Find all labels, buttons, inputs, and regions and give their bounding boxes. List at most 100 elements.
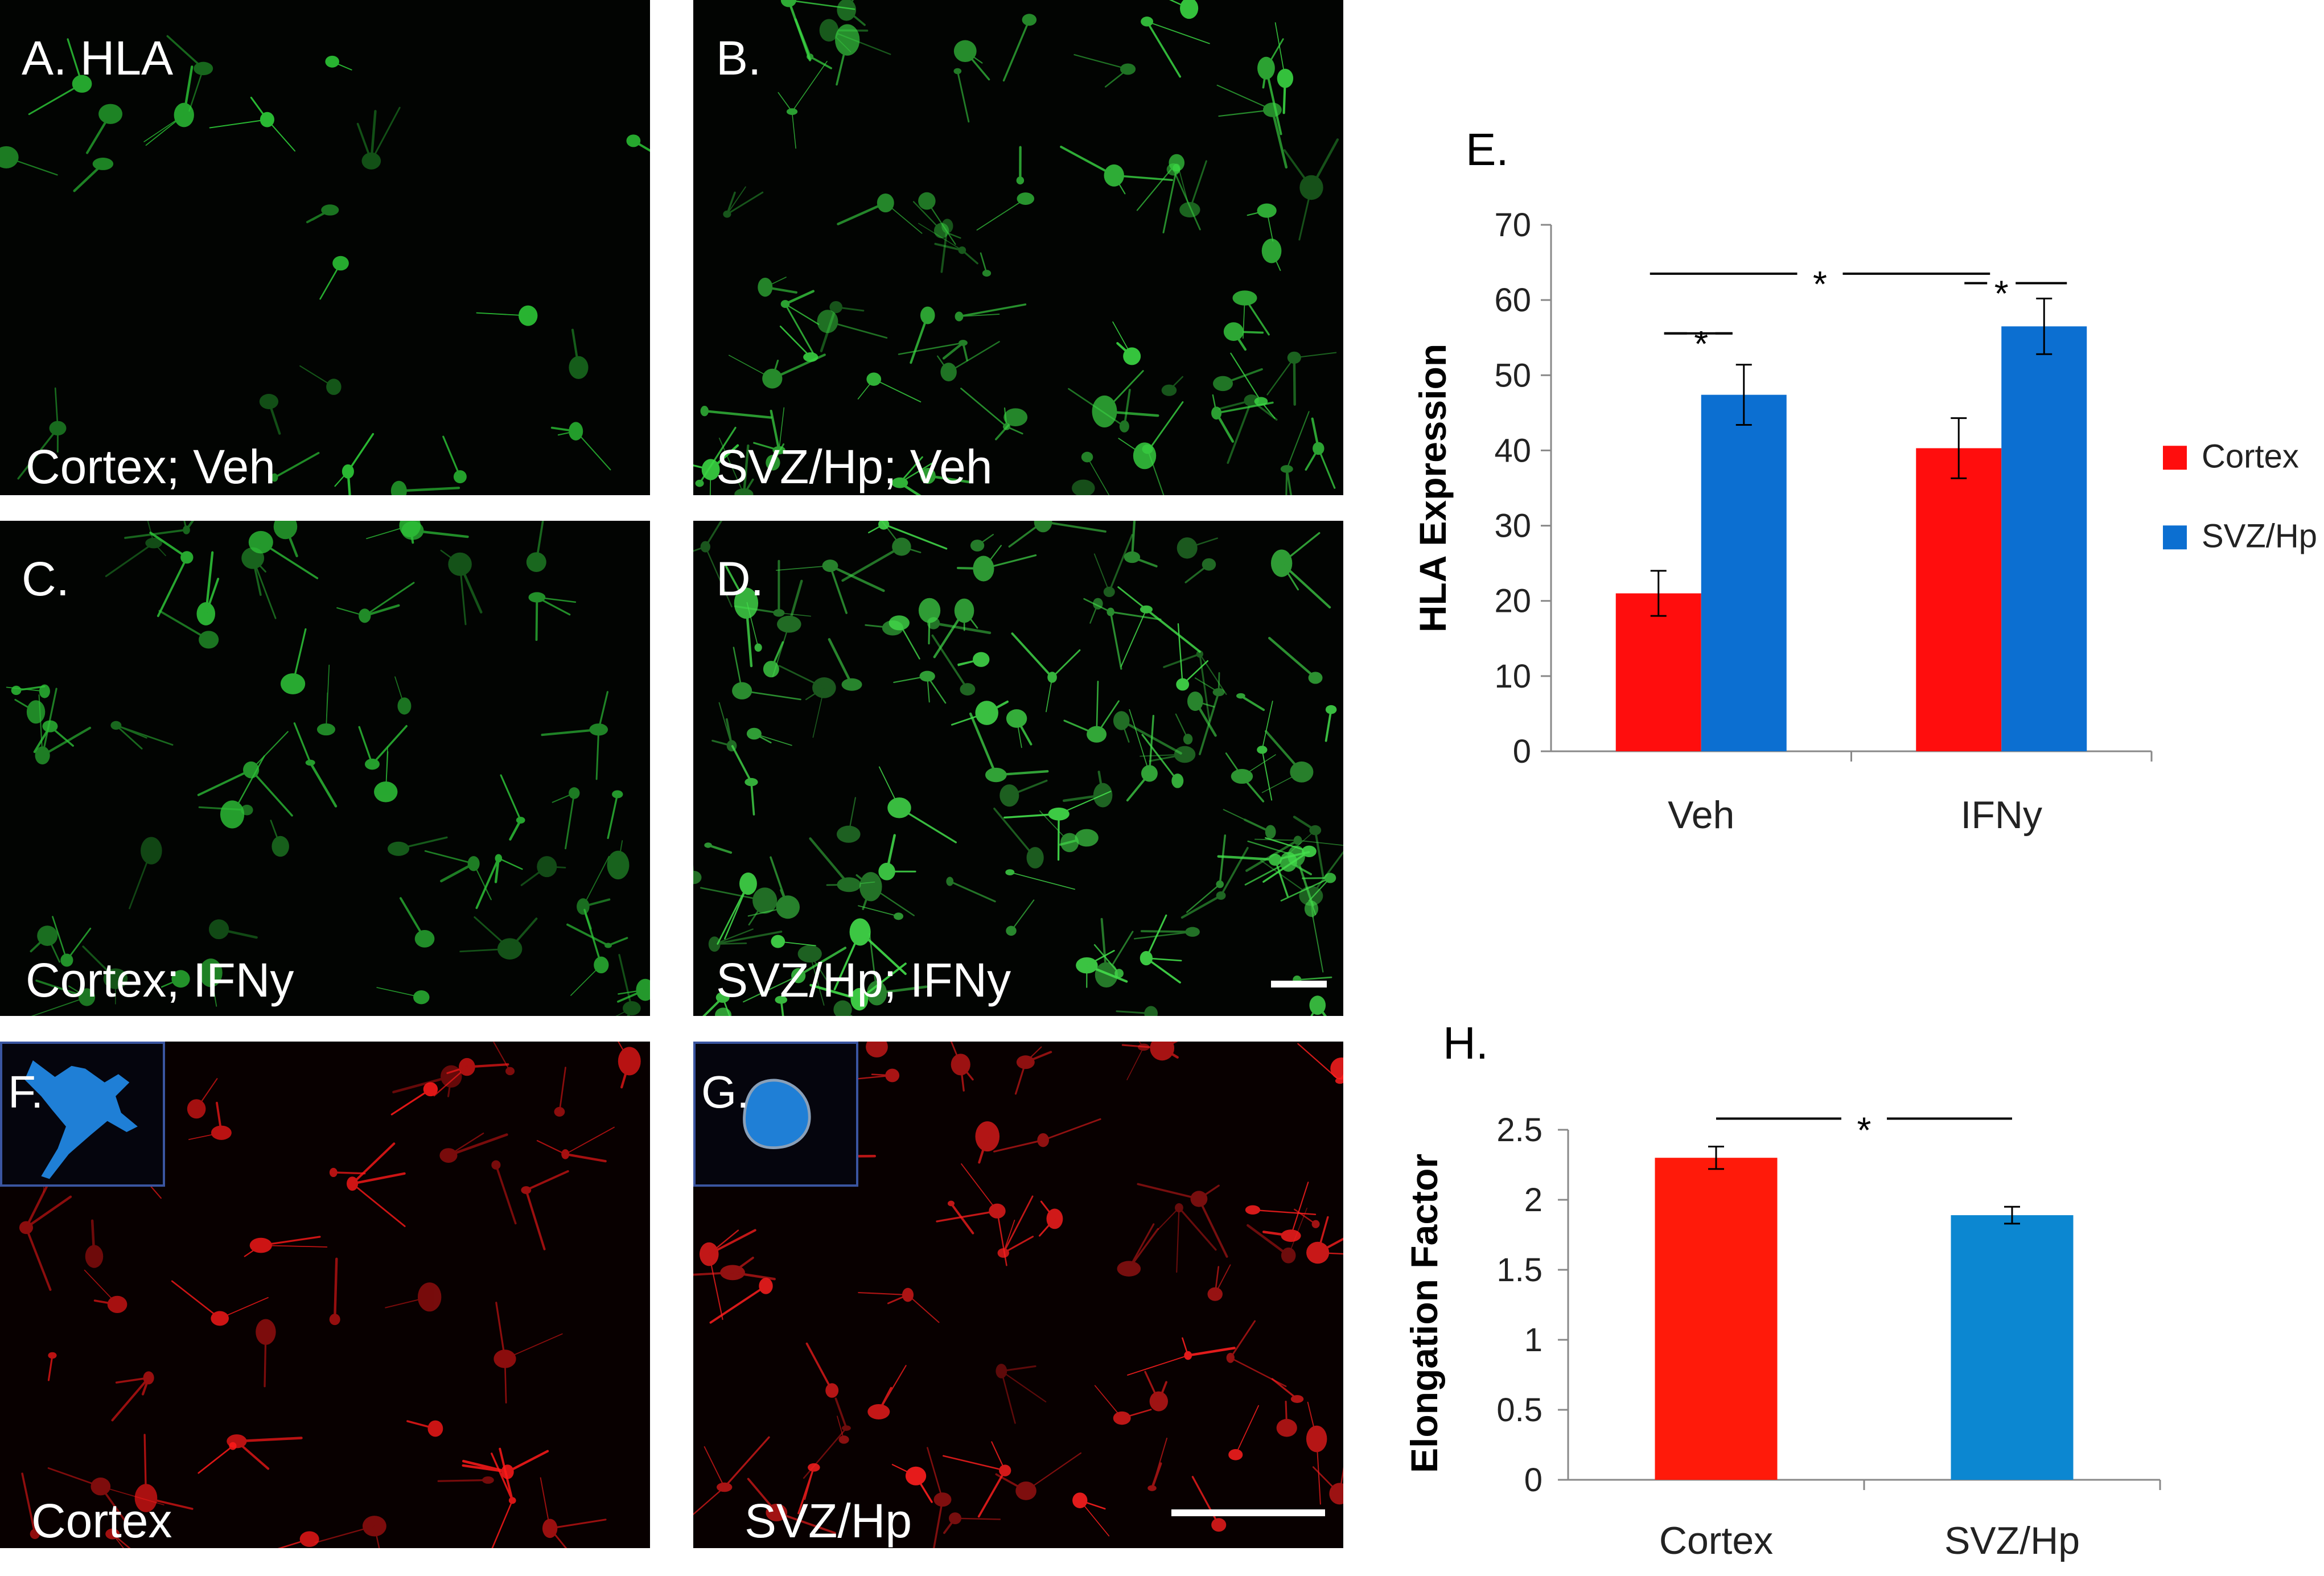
cell-process xyxy=(797,947,847,977)
cell-process xyxy=(1014,1061,1027,1095)
cell-body xyxy=(866,1042,888,1057)
cell-process xyxy=(1001,1370,1047,1402)
cell xyxy=(31,980,96,1016)
cell-process xyxy=(708,1253,723,1320)
cell-process xyxy=(1187,1347,1236,1357)
cell-process xyxy=(571,328,580,369)
cell-process xyxy=(446,1066,468,1075)
cell xyxy=(797,945,829,1006)
cell xyxy=(199,958,223,1007)
cell-process xyxy=(1229,1320,1256,1359)
cell-process xyxy=(1280,877,1331,902)
cell-process xyxy=(336,607,365,616)
cell xyxy=(1280,411,1310,495)
cell-process xyxy=(474,916,511,950)
cell-process xyxy=(209,119,268,129)
cell-process xyxy=(618,954,633,1010)
cell xyxy=(711,702,737,752)
cell-process xyxy=(1144,1371,1160,1402)
cell-process xyxy=(734,605,780,614)
cell-process xyxy=(1112,321,1133,357)
cell-process xyxy=(722,997,731,1016)
cell-process xyxy=(1312,1466,1340,1495)
cell-process xyxy=(397,836,448,850)
cell-process xyxy=(366,525,411,540)
cell xyxy=(521,1170,569,1250)
cell-body xyxy=(491,1160,501,1170)
cell xyxy=(1261,238,1282,271)
cell-process xyxy=(351,1183,406,1227)
cell-process xyxy=(52,916,68,961)
cell-process xyxy=(1307,1401,1318,1440)
cell-process xyxy=(459,563,467,626)
cell xyxy=(280,628,307,694)
cell-process xyxy=(858,1291,909,1296)
cell-process xyxy=(115,724,143,750)
chart-e-legend-swatch xyxy=(2163,525,2187,550)
cell xyxy=(1228,1405,1259,1460)
cell-process xyxy=(1008,779,1048,797)
cell-process xyxy=(141,1376,150,1396)
cell-process xyxy=(1250,399,1278,421)
cell xyxy=(995,408,1028,441)
cell-process xyxy=(1274,858,1289,898)
cell-process xyxy=(875,985,928,995)
cell-process xyxy=(726,186,746,215)
chart-h-svg: H. 0 0.5 1 1.5 2 2.5 Elongation Factor Cortex SVZ… xyxy=(1403,1018,2161,1562)
cell xyxy=(493,1302,563,1404)
cell-process xyxy=(700,887,766,902)
cell-body xyxy=(1183,734,1193,745)
cell xyxy=(1011,632,1081,713)
cell-process xyxy=(1285,468,1288,495)
cell-process xyxy=(351,1172,406,1185)
cell-process xyxy=(491,1452,513,1501)
cell-process xyxy=(204,578,220,615)
cell xyxy=(743,947,847,1003)
cell-process xyxy=(1265,38,1284,69)
cell xyxy=(1176,623,1209,691)
cell-process xyxy=(183,521,187,531)
cell-process xyxy=(1118,438,1145,456)
cell xyxy=(500,774,525,841)
cell-process xyxy=(1177,623,1183,685)
cell-process xyxy=(936,1210,998,1223)
cell-body xyxy=(1072,479,1095,495)
cell-process xyxy=(1317,1216,1329,1254)
cell xyxy=(1095,917,1134,988)
cell-process xyxy=(252,557,266,573)
cell-body xyxy=(999,784,1019,807)
cell-process xyxy=(1109,611,1162,620)
cell-process xyxy=(833,931,861,991)
cell-process xyxy=(595,729,600,780)
cell-process xyxy=(805,687,825,701)
cell-process xyxy=(885,202,923,234)
cell-process xyxy=(1212,394,1217,414)
cell-body xyxy=(390,480,407,495)
cell-process xyxy=(898,342,964,355)
cell xyxy=(385,1282,442,1312)
cell-body xyxy=(837,877,861,892)
cell xyxy=(334,433,375,495)
cell xyxy=(805,1342,839,1398)
cell-body xyxy=(841,1425,851,1431)
cell-process xyxy=(204,551,214,615)
cell-process xyxy=(373,1525,380,1548)
cell-process xyxy=(570,964,602,996)
cell-process xyxy=(1120,719,1130,743)
cell-process xyxy=(171,1280,221,1319)
cell-process xyxy=(67,38,83,85)
cell xyxy=(1136,154,1185,211)
cell xyxy=(1073,54,1136,88)
cell xyxy=(866,1042,888,1057)
cell-body xyxy=(723,210,731,218)
panel-f-label: F. xyxy=(8,1067,44,1117)
cell-process xyxy=(865,624,894,629)
cell xyxy=(1094,1385,1152,1425)
cell-process xyxy=(1230,352,1262,402)
cell-process xyxy=(942,341,965,360)
cell-process xyxy=(525,1170,569,1191)
cell-process xyxy=(1042,1118,1101,1141)
chart-h-y-tick-label: 1 xyxy=(1524,1322,1543,1359)
cell xyxy=(196,551,220,626)
cell-process xyxy=(618,840,623,866)
